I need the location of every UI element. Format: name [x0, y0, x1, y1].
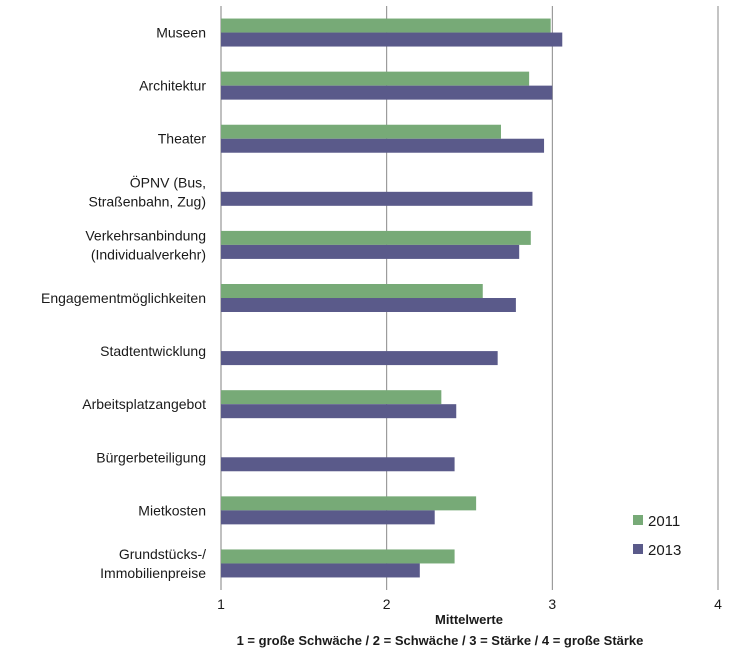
category-label: Theater	[158, 131, 207, 147]
x-tick-label: 4	[714, 596, 722, 612]
category-label: Grundstücks-/Immobilienpreise	[100, 546, 206, 581]
category-label: Stadtentwicklung	[100, 343, 206, 359]
category-label: Mietkosten	[138, 502, 206, 518]
bar-2013	[221, 191, 533, 206]
bar-2013	[221, 298, 516, 312]
category-label: Engagementmöglichkeiten	[41, 290, 206, 306]
legend-label: 2011	[648, 513, 680, 530]
category-label: Verkehrsanbindung (Individualverkehr)	[85, 227, 206, 262]
x-tick-label: 3	[548, 596, 556, 612]
bar-2011	[221, 71, 530, 86]
bars	[221, 18, 563, 578]
bar-2013	[221, 563, 420, 578]
category-label: Arbeitsplatzangebot	[82, 396, 206, 412]
bar-2011	[221, 549, 455, 564]
category-labels: Museen Architektur Theater ÖPNV (Bus, Straße…	[41, 25, 206, 581]
bar-2011	[221, 18, 551, 33]
category-label: Bürgerbeteiligung	[96, 449, 206, 465]
bar-2013	[221, 32, 563, 47]
bar-2013	[221, 510, 435, 525]
category-label: Architektur	[139, 78, 206, 94]
category-label: ÖPNV (Bus, Straßenbahn, Zug)	[88, 173, 206, 209]
bar-2011	[221, 230, 531, 245]
bar-2013	[221, 85, 553, 100]
bar-2013	[221, 138, 545, 153]
bar-2011	[221, 496, 477, 511]
x-axis-title: Mittelwerte	[435, 612, 503, 627]
x-axis-subtitle: 1 = große Schwäche / 2 = Schwäche / 3 = …	[237, 633, 644, 648]
bar-2013	[221, 244, 520, 259]
x-tick-label: 1	[217, 596, 225, 612]
bar-2013	[221, 351, 498, 366]
legend: 2011 2013	[633, 513, 681, 559]
category-label: Museen	[156, 25, 206, 41]
legend-swatch	[633, 544, 643, 554]
bar-2011	[221, 390, 442, 405]
bar-2011	[221, 284, 483, 298]
legend-label: 2013	[648, 542, 681, 559]
bar-2011	[221, 124, 501, 139]
bar-2013	[221, 457, 455, 472]
x-tick-label: 2	[383, 596, 391, 612]
bar-2013	[221, 404, 457, 419]
legend-swatch	[633, 515, 643, 525]
x-tick-labels: 1 2 3 4	[217, 596, 722, 612]
